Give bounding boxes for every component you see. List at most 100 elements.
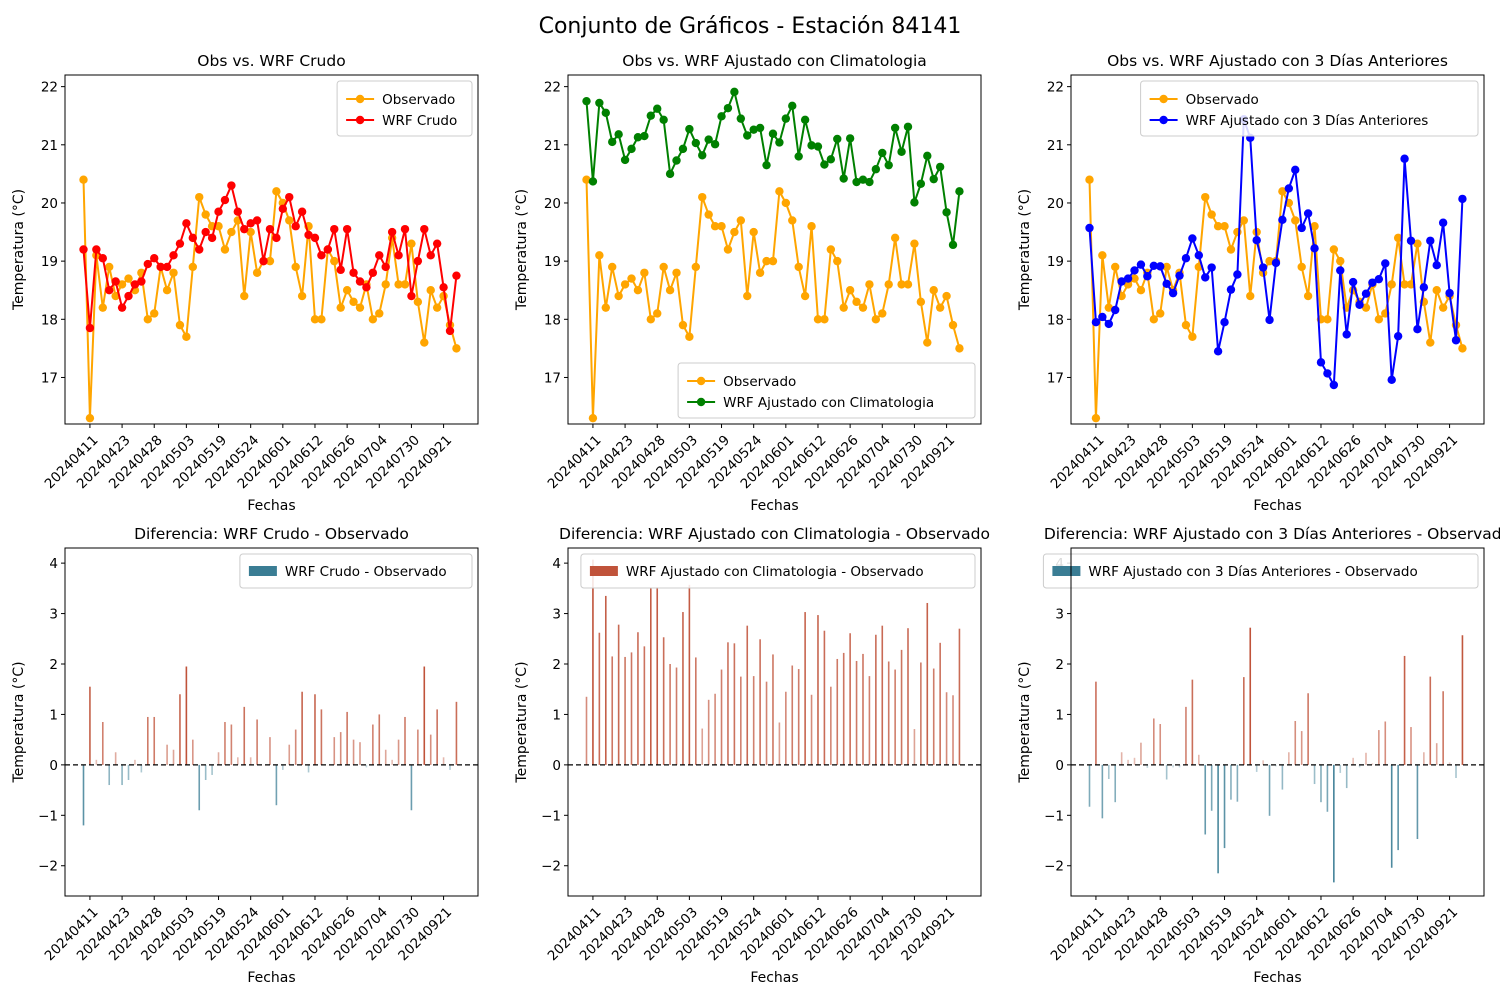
bar xyxy=(1133,757,1136,765)
data-point xyxy=(175,239,185,248)
y-tick-label: 3 xyxy=(49,607,58,623)
x-axis-label: Fechas xyxy=(750,498,798,514)
bar xyxy=(82,764,85,826)
data-point xyxy=(1336,266,1345,275)
data-point xyxy=(897,280,906,289)
bar xyxy=(785,691,787,765)
bar xyxy=(314,694,316,765)
bar xyxy=(134,759,136,765)
data-point xyxy=(1213,222,1223,231)
bar xyxy=(817,615,819,765)
data-point xyxy=(749,125,758,134)
bar xyxy=(121,764,123,786)
y-axis-label: Temperatura (°C) xyxy=(1017,189,1033,311)
bar xyxy=(1390,764,1393,868)
data-point xyxy=(432,239,442,248)
data-point xyxy=(79,175,88,184)
data-point xyxy=(381,280,390,289)
bar xyxy=(320,709,323,765)
y-tick-label: 19 xyxy=(544,254,561,270)
bar xyxy=(1127,759,1129,765)
bar xyxy=(1230,764,1232,800)
bar xyxy=(114,752,117,765)
data-point xyxy=(1336,256,1345,266)
data-point xyxy=(349,297,358,307)
data-point xyxy=(839,174,848,183)
bar xyxy=(740,676,742,765)
legend: Observado WRF Crudo xyxy=(336,80,473,137)
data-point xyxy=(1104,303,1113,312)
data-point xyxy=(1213,347,1223,356)
subplot-6: Diferencia: WRF Ajustado con 3 Días Ante… xyxy=(1017,525,1500,986)
data-point xyxy=(704,210,713,219)
legend-marker xyxy=(1159,94,1168,104)
data-point xyxy=(381,262,390,272)
data-point xyxy=(137,277,146,286)
data-point xyxy=(169,268,178,277)
bar xyxy=(1262,760,1264,765)
data-point xyxy=(1239,216,1249,225)
data-point xyxy=(653,309,662,318)
data-point xyxy=(1361,303,1371,312)
bar xyxy=(185,666,188,765)
data-point xyxy=(439,283,448,292)
data-point xyxy=(317,251,326,260)
legend-frame xyxy=(1042,553,1479,589)
data-point xyxy=(272,233,281,243)
y-axis-label: Temperatura (°C) xyxy=(1017,661,1033,783)
data-point xyxy=(1098,251,1107,260)
bar xyxy=(127,764,130,780)
data-point xyxy=(304,230,313,240)
bar xyxy=(662,637,665,765)
bar xyxy=(772,654,774,765)
data-point xyxy=(1136,286,1146,295)
bar xyxy=(449,764,451,770)
bar xyxy=(1268,764,1271,816)
bar xyxy=(442,757,445,765)
bar xyxy=(752,676,755,765)
bar xyxy=(288,744,291,765)
data-point xyxy=(220,245,230,254)
data-point xyxy=(691,262,701,272)
data-point xyxy=(685,332,694,341)
data-point xyxy=(130,280,140,289)
data-point xyxy=(685,124,694,134)
data-point xyxy=(608,262,617,272)
bar xyxy=(881,625,884,765)
data-point xyxy=(743,131,752,140)
data-point xyxy=(394,251,403,260)
bar xyxy=(1333,764,1335,883)
data-point xyxy=(1117,277,1126,286)
data-point xyxy=(1111,262,1120,272)
data-point xyxy=(1233,270,1242,279)
data-point xyxy=(768,129,778,138)
bar xyxy=(1423,752,1425,765)
data-point xyxy=(1438,303,1448,312)
data-point xyxy=(1104,319,1113,329)
data-point xyxy=(1400,280,1409,289)
data-point xyxy=(445,326,455,336)
data-point xyxy=(349,268,358,277)
bar xyxy=(887,661,890,765)
data-point xyxy=(749,227,758,237)
bar xyxy=(1307,693,1309,765)
data-point xyxy=(1310,222,1319,231)
data-point xyxy=(394,280,403,289)
data-point xyxy=(85,323,95,333)
y-tick-label: −2 xyxy=(1044,859,1064,875)
data-point xyxy=(1085,175,1094,184)
y-tick-label: 22 xyxy=(41,80,58,96)
data-point xyxy=(272,187,281,196)
data-point xyxy=(878,148,887,158)
bar xyxy=(1153,718,1155,765)
data-point xyxy=(1194,251,1204,260)
y-tick-label: 21 xyxy=(1047,138,1064,154)
legend-entry-label: Observado xyxy=(1186,92,1259,108)
data-point xyxy=(375,309,384,318)
data-point xyxy=(1374,274,1384,284)
bar xyxy=(1378,730,1380,765)
bar xyxy=(301,691,303,765)
bar xyxy=(695,657,697,765)
data-point xyxy=(948,240,958,250)
data-point xyxy=(1130,266,1139,275)
